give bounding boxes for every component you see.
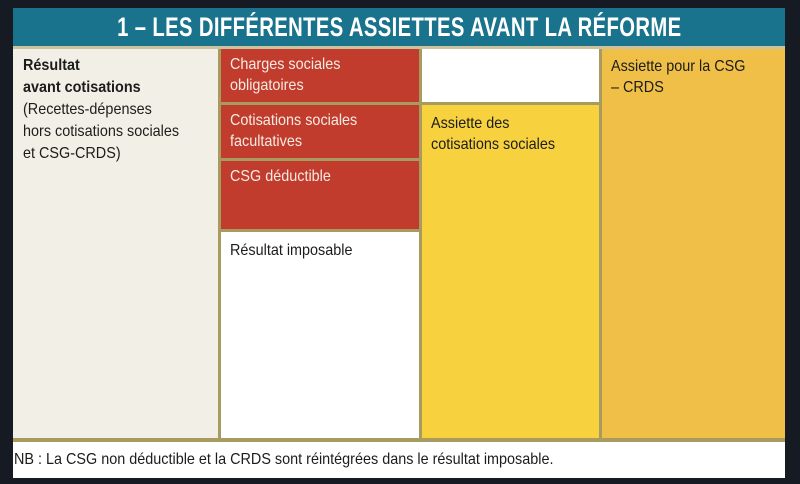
block-assiette-csg-crds: Assiette pour la CSG – CRDS xyxy=(602,49,785,438)
title-bar: 1 – LES DIFFÉRENTES ASSIETTES AVANT LA R… xyxy=(13,8,785,46)
block-csg-deductible: CSG déductible xyxy=(221,161,419,229)
resultat-subtitle-line3: et CSG-CRDS) xyxy=(23,145,121,162)
block-resultat-imposable: Résultat imposable xyxy=(221,232,419,438)
header-divider xyxy=(13,46,785,49)
resultat-title-line1: Résultat xyxy=(23,57,80,74)
footnote-text: NB : La CSG non déductible et la CRDS so… xyxy=(14,451,554,468)
resultat-subtitle-line2: hors cotisations sociales xyxy=(23,123,180,140)
resultat-title-line2: avant cotisations xyxy=(23,79,141,96)
block-charges-sociales-obligatoires: Charges sociales obligatoires xyxy=(221,49,419,102)
block-assiette-cotisations-sociales: Assiette des cotisations sociales xyxy=(422,105,599,438)
footnote-bar: NB : La CSG non déductible et la CRDS so… xyxy=(13,442,785,478)
block-empty-spacer xyxy=(422,49,599,102)
column-resultat-avant-cotisations: Résultat avant cotisations (Recettes-dép… xyxy=(13,49,218,438)
resultat-subtitle-line1: (Recettes-dépenses xyxy=(23,101,152,118)
block-cotisations-sociales-facultatives: Cotisations sociales facultatives xyxy=(221,105,419,158)
page-title: 1 – LES DIFFÉRENTES ASSIETTES AVANT LA R… xyxy=(116,12,682,42)
